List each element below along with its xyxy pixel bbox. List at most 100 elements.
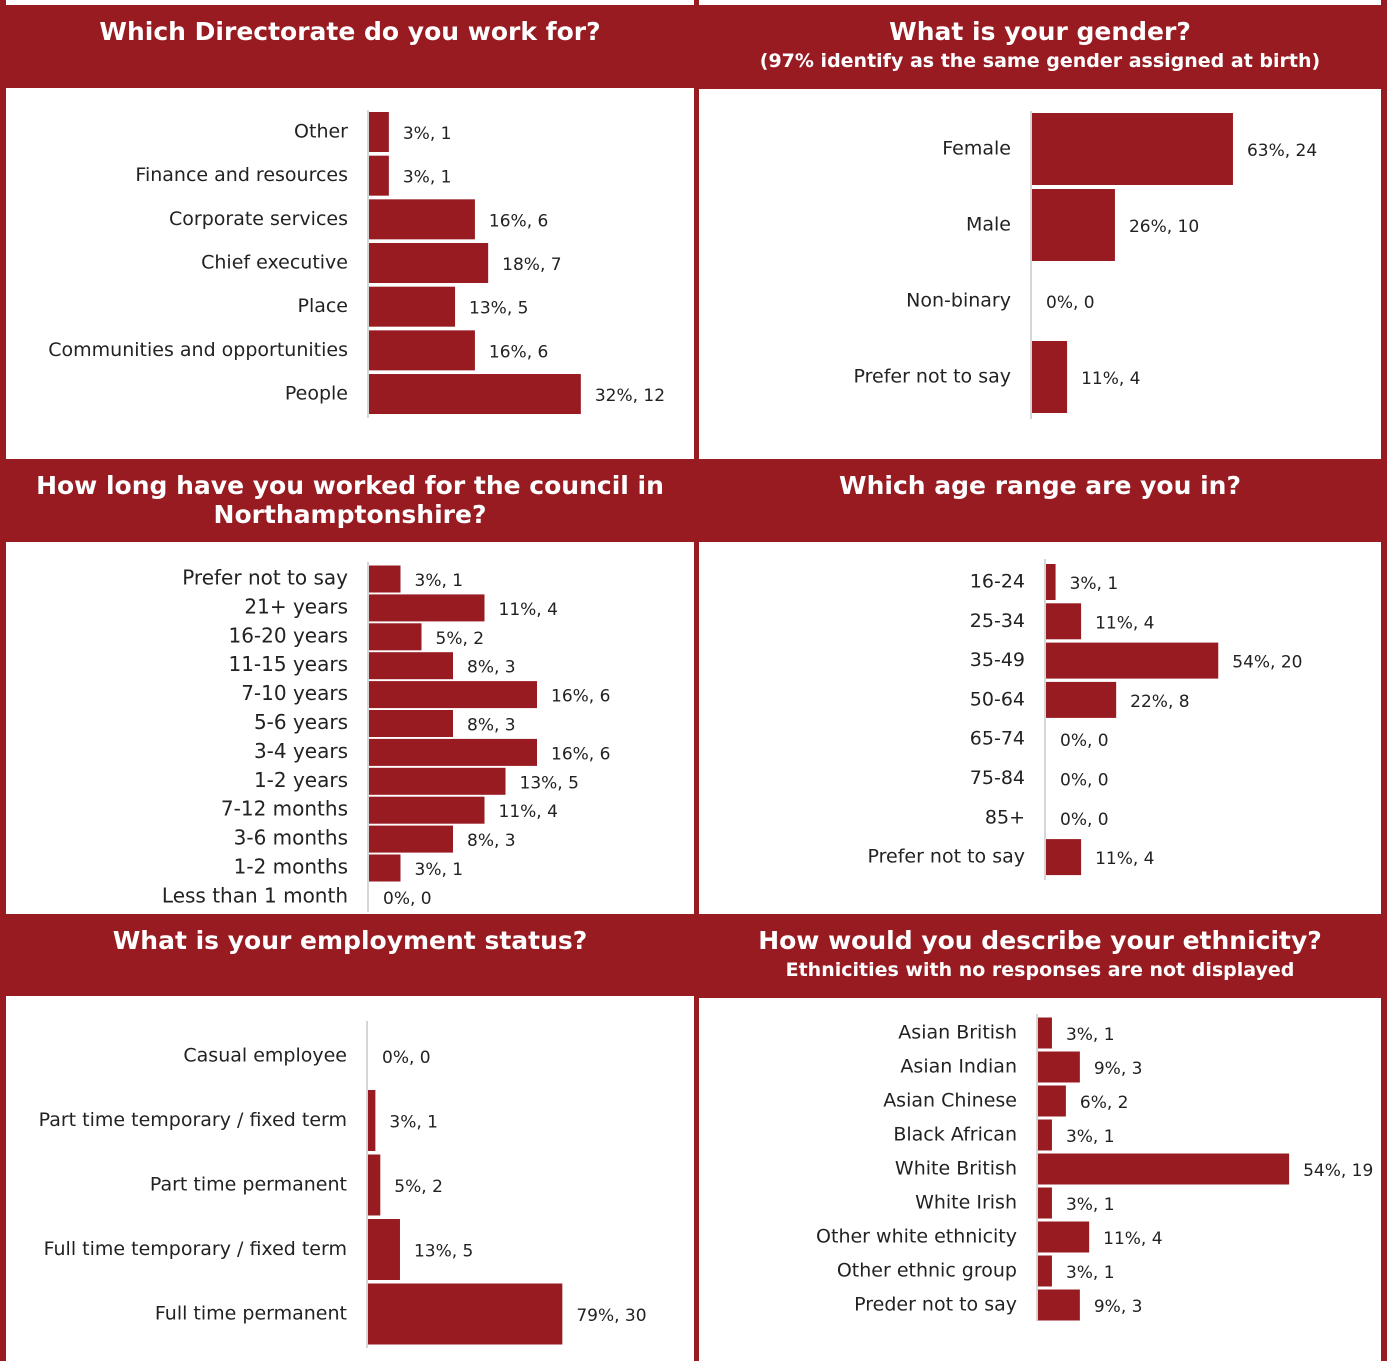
category-label: Asian Indian <box>900 1056 1017 1078</box>
data-label: 13%, 5 <box>469 299 528 319</box>
panel-header: What is your employment status? <box>6 914 694 996</box>
bar <box>1046 839 1082 876</box>
category-label: Asian Chinese <box>883 1090 1017 1112</box>
data-label: 18%, 7 <box>502 255 561 275</box>
data-label: 16%, 6 <box>489 211 548 231</box>
data-label: 26%, 10 <box>1129 217 1199 237</box>
data-label: 11%, 4 <box>499 802 558 822</box>
category-label: White British <box>895 1158 1017 1180</box>
bar <box>369 854 401 882</box>
data-label: 5%, 2 <box>436 629 485 649</box>
data-label: 0%, 0 <box>1060 731 1109 751</box>
data-label: 3%, 1 <box>1066 1263 1115 1283</box>
chart-employment-status: Casual employee 0%, 0 Part time temporary … <box>39 1021 647 1348</box>
category-label: White Irish <box>915 1192 1017 1214</box>
bar <box>369 767 506 795</box>
bar <box>1038 1221 1090 1253</box>
bar <box>1038 1085 1066 1117</box>
data-label: 13%, 5 <box>520 773 579 793</box>
category-label: Finance and resources <box>135 164 348 186</box>
category-label: Place <box>297 295 348 317</box>
category-label: Other <box>294 121 348 143</box>
panel-title: What is your employment status? <box>112 926 588 955</box>
bar <box>1032 189 1115 261</box>
data-label: 0%, 0 <box>1060 771 1109 791</box>
category-label: 5-6 years <box>254 710 348 734</box>
bar <box>369 738 537 766</box>
bar <box>1032 113 1233 185</box>
data-label: 9%, 3 <box>1094 1059 1143 1079</box>
panel-employment-status: What is your employment status? Casual e… <box>6 914 694 1361</box>
bar <box>1038 1255 1052 1287</box>
bar <box>1032 341 1068 413</box>
category-label: Prefer not to say <box>182 566 348 590</box>
bar <box>1038 1187 1052 1219</box>
category-label: 25-34 <box>970 610 1025 632</box>
panel-length-of-service: How long have you worked for the council… <box>6 459 694 914</box>
category-label: 11-15 years <box>228 652 348 676</box>
frame-center-divider <box>694 0 699 1361</box>
panel-directorate: Which Directorate do you work for? Other… <box>6 5 694 459</box>
category-label: Full time permanent <box>155 1303 347 1325</box>
chart-gender: Female 63%, 24 Male 26%, 10 Non-binary 0%, 0 P… <box>854 111 1317 419</box>
panel-header: What is your gender? (97% identify as th… <box>699 5 1381 89</box>
panel-header: How would you describe your ethnicity? E… <box>699 914 1381 998</box>
panel-title: How long have you worked for the council… <box>36 471 664 529</box>
category-label: 3-4 years <box>254 739 348 763</box>
bar <box>369 330 475 371</box>
category-label: 16-20 years <box>228 623 348 647</box>
data-label: 9%, 3 <box>1094 1297 1143 1317</box>
data-label: 3%, 1 <box>415 860 464 880</box>
panel-subtitle: Ethnicities with no responses are not di… <box>785 959 1295 981</box>
data-label: 11%, 4 <box>1103 1229 1162 1249</box>
chart-ethnicity: Asian British 3%, 1 Asian Indian 9%, 3 Asian… <box>816 1014 1373 1321</box>
category-label: 1-2 years <box>254 768 348 792</box>
data-label: 16%, 6 <box>551 687 610 707</box>
bar <box>1046 603 1082 640</box>
category-label: Other ethnic group <box>837 1260 1017 1282</box>
bar <box>1038 1051 1080 1083</box>
bar <box>369 681 537 709</box>
bar <box>369 243 489 284</box>
data-label: 5%, 2 <box>394 1177 443 1197</box>
data-label: 0%, 0 <box>383 889 432 909</box>
category-label: Non-binary <box>906 290 1011 312</box>
data-label: 11%, 4 <box>1095 849 1154 869</box>
data-label: 63%, 24 <box>1247 141 1317 161</box>
bar <box>369 112 389 152</box>
bar <box>369 796 485 824</box>
data-label: 6%, 2 <box>1080 1093 1129 1113</box>
chart-length-of-service: Prefer not to say 3%, 1 21+ years 11%, 4 16-… <box>162 562 610 912</box>
data-label: 54%, 19 <box>1303 1161 1373 1181</box>
data-label: 0%, 0 <box>382 1048 431 1068</box>
category-label: Part time temporary / fixed term <box>39 1109 347 1131</box>
data-label: 32%, 12 <box>595 386 665 406</box>
category-label: Less than 1 month <box>162 883 348 907</box>
bar <box>369 594 485 622</box>
category-label: 3-6 months <box>234 826 348 850</box>
category-label: 65-74 <box>970 728 1025 750</box>
bar <box>1038 1289 1080 1321</box>
bar <box>369 652 453 680</box>
category-label: Chief executive <box>201 252 348 274</box>
category-label: Female <box>942 138 1011 160</box>
category-label: Corporate services <box>169 208 348 230</box>
panel-header: Which Directorate do you work for? <box>6 5 694 88</box>
data-label: 0%, 0 <box>1060 810 1109 830</box>
data-label: 3%, 1 <box>403 124 452 144</box>
data-label: 11%, 4 <box>1095 613 1154 633</box>
category-label: Male <box>966 214 1011 236</box>
bar <box>368 1154 381 1216</box>
data-label: 54%, 20 <box>1232 653 1302 673</box>
data-label: 16%, 6 <box>489 342 548 362</box>
panel-gender: What is your gender? (97% identify as th… <box>699 5 1381 459</box>
bar <box>1038 1017 1052 1049</box>
data-label: 11%, 4 <box>499 600 558 620</box>
category-label: 16-24 <box>970 571 1025 593</box>
category-label: Preder not to say <box>854 1294 1017 1316</box>
category-label: Communities and opportunities <box>48 339 348 361</box>
frame-right-edge <box>1381 0 1387 1361</box>
panel-ethnicity: How would you describe your ethnicity? E… <box>699 914 1381 1361</box>
bar <box>368 1219 400 1280</box>
data-label: 8%, 3 <box>467 658 516 678</box>
